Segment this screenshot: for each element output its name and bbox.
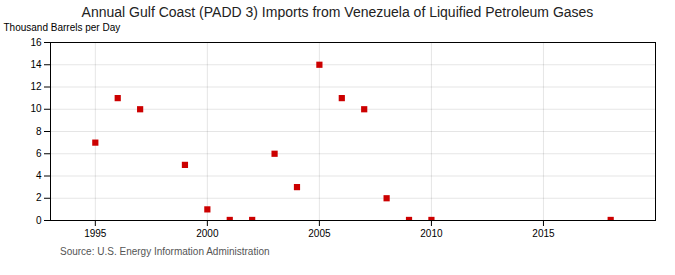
html-text:Source: U.S. Energy Informatio: Source: U.S. Energy Information Administ… [60, 246, 270, 257]
svg-text:6: 6 [36, 148, 42, 159]
svg-text:2005: 2005 [308, 228, 331, 239]
svg-text:14: 14 [30, 59, 42, 70]
svg-text:2: 2 [36, 192, 42, 203]
svg-text:10: 10 [30, 103, 42, 114]
svg-text:12: 12 [30, 81, 42, 92]
svg-text:2000: 2000 [196, 228, 219, 239]
svg-text:16: 16 [30, 37, 42, 48]
svg-text:4: 4 [36, 170, 42, 181]
svg-text:1995: 1995 [84, 228, 107, 239]
svg-text:2010: 2010 [420, 228, 443, 239]
svg-text:Thousand Barrels per Day: Thousand Barrels per Day [4, 22, 121, 33]
svg-text:8: 8 [36, 126, 42, 137]
svg-text:2015: 2015 [532, 228, 555, 239]
html-text:Annual Gulf Coast (PADD 3) Imp: Annual Gulf Coast (PADD 3) Imports from … [81, 4, 594, 20]
svg-text:0: 0 [36, 215, 42, 226]
